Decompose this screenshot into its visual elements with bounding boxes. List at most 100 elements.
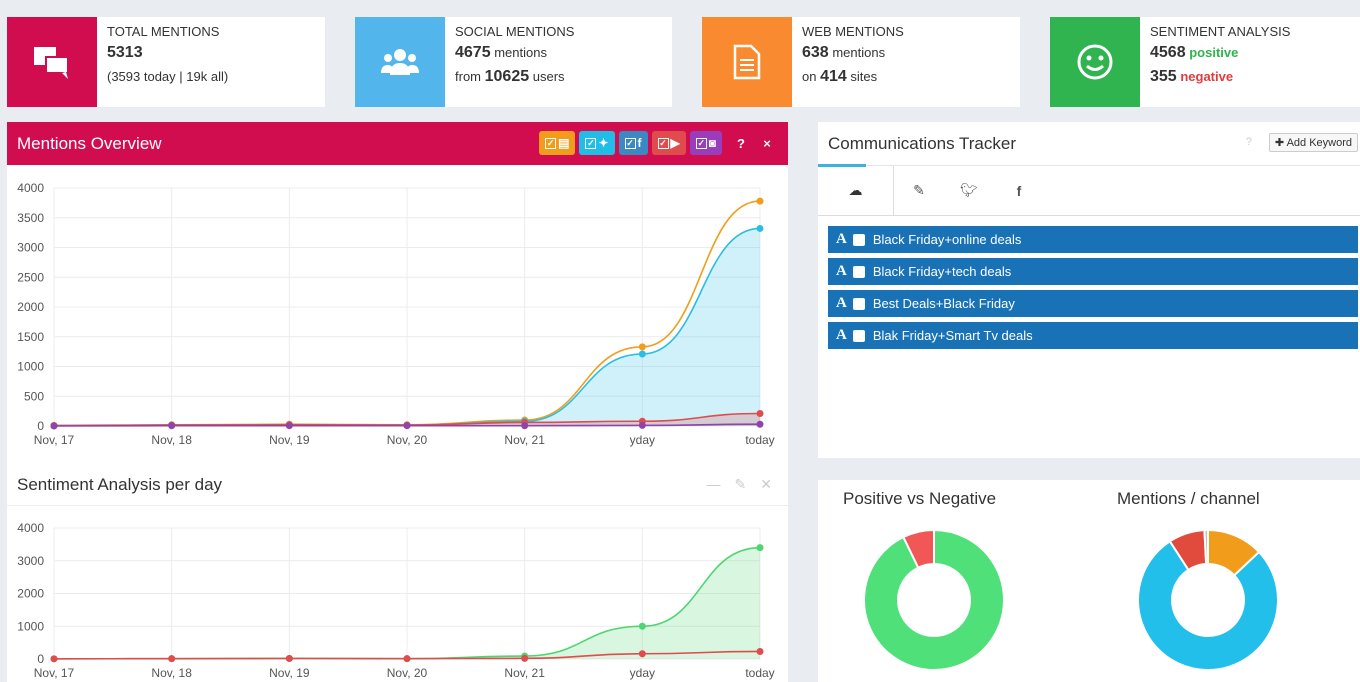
tab-edit[interactable]: ✎ xyxy=(894,166,944,215)
series-area xyxy=(54,228,760,426)
keyword-checkbox[interactable] xyxy=(852,329,865,342)
x-tick-label: Nov, 21 xyxy=(504,666,545,680)
data-point xyxy=(756,410,764,418)
toggle-web[interactable]: ✓ ▤ xyxy=(539,131,576,155)
data-point xyxy=(168,422,176,430)
x-tick-label: Nov, 18 xyxy=(151,666,192,680)
stat-title: TOTAL MENTIONS xyxy=(107,24,220,39)
data-point xyxy=(756,544,764,552)
minimize-icon[interactable]: — xyxy=(706,476,721,492)
data-point xyxy=(756,224,764,232)
close-icon[interactable]: × xyxy=(763,135,771,151)
y-tick-label: 500 xyxy=(24,389,44,403)
x-tick-label: Nov, 18 xyxy=(151,433,192,447)
stat-users: 10625 xyxy=(484,68,530,85)
font-icon: A xyxy=(836,231,847,247)
x-tick-label: Nov, 17 xyxy=(34,666,75,680)
keyword-checkbox[interactable] xyxy=(852,265,865,278)
help-icon[interactable]: ? xyxy=(737,135,745,151)
comments-icon xyxy=(7,17,97,107)
pie-slice xyxy=(902,530,935,569)
wrench-icon[interactable]: ✎ xyxy=(734,476,747,492)
data-point xyxy=(638,650,646,658)
twitter-icon: ✦ xyxy=(598,136,609,150)
pie-slice xyxy=(864,530,1005,671)
keyword-item[interactable]: A Black Friday+tech deals xyxy=(828,258,1358,285)
x-tick-label: Nov, 20 xyxy=(387,666,428,680)
stat-value: 5313 xyxy=(107,44,143,61)
smiley-icon xyxy=(1050,17,1140,107)
tab-facebook[interactable]: f xyxy=(994,166,1044,215)
positive-value: 4568 xyxy=(1150,44,1186,61)
toggle-twitter[interactable]: ✓ ✦ xyxy=(579,131,615,155)
keyword-item[interactable]: A Best Deals+Black Friday xyxy=(828,290,1358,317)
x-tick-label: Nov, 19 xyxy=(269,433,310,447)
data-point xyxy=(638,622,646,630)
data-point xyxy=(756,420,764,428)
check-icon: ✓ xyxy=(545,137,557,149)
check-icon: ✓ xyxy=(585,137,597,149)
keyword-list: A Black Friday+online deals A Black Friday… xyxy=(818,216,1360,349)
pie-slice xyxy=(1138,539,1279,671)
x-tick-label: yday xyxy=(630,433,655,447)
stat-value: 638 xyxy=(802,44,829,61)
stat-title: SOCIAL MENTIONS xyxy=(455,24,575,39)
y-tick-label: 1500 xyxy=(17,330,44,344)
channel-donut xyxy=(1138,530,1279,671)
instagram-icon: ◙ xyxy=(708,136,716,150)
stat-title: SENTIMENT ANALYSIS xyxy=(1150,24,1291,39)
tab-cloud[interactable]: ☁ xyxy=(818,166,894,215)
toggle-youtube[interactable]: ✓ ▶ xyxy=(651,131,686,155)
pos-neg-donut xyxy=(864,530,1005,671)
cloud-icon: ☁ xyxy=(848,182,863,198)
data-point xyxy=(638,343,646,351)
data-point xyxy=(168,655,176,663)
data-point xyxy=(285,422,293,430)
tab-twitter[interactable]: 🐦︎ xyxy=(944,166,994,215)
x-tick-label: Nov, 21 xyxy=(504,433,545,447)
data-point xyxy=(638,350,646,358)
stat-sites-suffix: sites xyxy=(850,69,878,84)
positive-label: positive xyxy=(1189,45,1239,60)
y-tick-label: 3500 xyxy=(17,211,44,225)
font-icon: A xyxy=(836,263,847,279)
tracker-tabs: ☁ ✎ 🐦︎ f xyxy=(818,166,1360,216)
data-point xyxy=(521,422,529,430)
stat-value-suffix: mentions xyxy=(494,45,547,60)
title-underline xyxy=(818,164,866,167)
channel-title: Mentions / channel xyxy=(1117,489,1260,508)
social-mentions-card: SOCIAL MENTIONS 4675 mentions from 10625… xyxy=(355,17,672,107)
add-keyword-button[interactable]: ✚ Add Keyword xyxy=(1268,133,1358,152)
pos-neg-title: Positive vs Negative xyxy=(843,489,997,508)
stat-sites: 414 xyxy=(820,68,847,85)
stat-prefix: on xyxy=(802,69,817,84)
pie-slice xyxy=(1203,530,1209,566)
check-icon: ✓ xyxy=(695,137,707,149)
y-tick-label: 3000 xyxy=(17,241,44,255)
toggle-instagram[interactable]: ✓ ◙ xyxy=(689,131,722,155)
keyword-label: Black Friday+online deals xyxy=(872,232,1022,247)
keyword-checkbox[interactable] xyxy=(852,233,865,246)
sentiment-analysis-card: SENTIMENT ANALYSIS 4568 positive 355 neg… xyxy=(1050,17,1360,107)
keyword-item[interactable]: A Black Friday+online deals xyxy=(828,226,1358,253)
x-tick-label: Nov, 17 xyxy=(34,433,75,447)
keyword-label: Black Friday+tech deals xyxy=(872,264,1012,279)
data-point xyxy=(403,422,411,430)
add-keyword-label: Add Keyword xyxy=(1286,137,1352,149)
keyword-item[interactable]: A Blak Friday+Smart Tv deals xyxy=(828,322,1358,349)
stat-prefix: from xyxy=(455,69,481,84)
help-icon[interactable]: ? xyxy=(1245,136,1252,148)
toggle-facebook[interactable]: ✓ f xyxy=(618,131,648,155)
y-tick-label: 0 xyxy=(37,419,44,433)
y-tick-label: 3000 xyxy=(17,554,44,568)
close-icon[interactable]: ✕ xyxy=(760,476,772,492)
font-icon: A xyxy=(836,295,847,311)
negative-value: 355 xyxy=(1150,68,1177,85)
panel-title: Mentions Overview xyxy=(17,133,162,153)
data-point xyxy=(403,655,411,663)
y-tick-label: 4000 xyxy=(17,181,44,195)
keyword-checkbox[interactable] xyxy=(852,297,865,310)
facebook-icon: f xyxy=(637,136,642,150)
document-icon xyxy=(702,17,792,107)
